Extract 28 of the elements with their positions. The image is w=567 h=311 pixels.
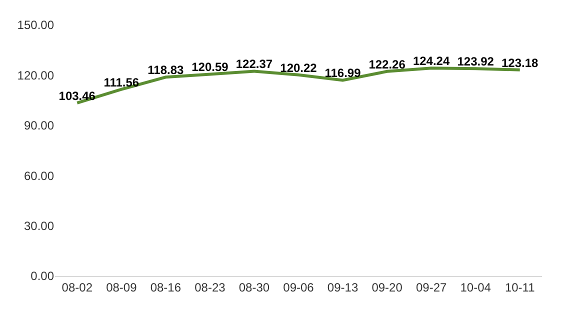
y-tick-label: 150.00 [17, 18, 54, 32]
x-tick-label: 09-13 [327, 280, 358, 294]
text: 123.18 [502, 56, 538, 70]
text: 122.26 [368, 57, 406, 72]
y-tick-label: 0.00 [30, 269, 54, 284]
text: 116.99 [324, 66, 361, 80]
text: 123.92 [457, 54, 494, 69]
y-tick-label: 60.00 [24, 168, 54, 183]
text: 120.59 [192, 60, 228, 74]
text: 103.46 [58, 88, 96, 103]
y-tick-label: 120.00 [17, 68, 54, 82]
x-tick-label: 09-27 [416, 280, 447, 294]
y-tick-label: 90.00 [24, 118, 54, 133]
x-tick-label: 08-23 [194, 280, 226, 294]
x-tick-label: 09-20 [372, 280, 403, 294]
y-tick-label: 30.00 [24, 219, 54, 233]
text: 111.56 [104, 75, 140, 90]
x-tick-label: 08-16 [150, 280, 182, 294]
x-tick-label: 09-06 [283, 280, 314, 294]
text: 120.22 [280, 60, 317, 75]
x-tick-label: 08-09 [106, 280, 138, 294]
x-tick-label: 10-11 [504, 280, 536, 294]
x-tick-label: 08-30 [238, 280, 270, 294]
text: 118.83 [148, 63, 184, 78]
text: 122.37 [236, 57, 273, 72]
x-tick-label: 10-04 [460, 280, 492, 294]
x-tick-label: 08-02 [62, 280, 93, 294]
text: 124.24 [412, 54, 450, 68]
